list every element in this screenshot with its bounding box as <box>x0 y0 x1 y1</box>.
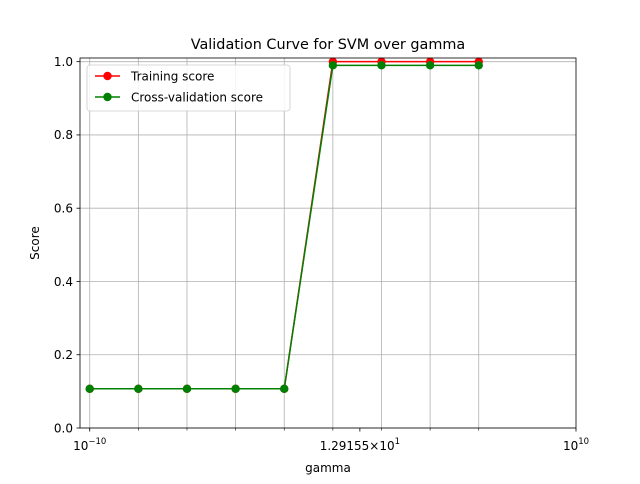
x-tick-label-0: 10−10 <box>73 437 106 453</box>
plot-frame <box>79 57 577 429</box>
series-1-point-4 <box>280 384 289 394</box>
series-1-point-3 <box>231 384 240 394</box>
series-layer <box>85 57 483 394</box>
series-1-point-0 <box>85 384 94 394</box>
legend-marker-training <box>103 71 112 81</box>
x-tick-label-1: 1.29155×101 <box>320 437 400 453</box>
series-1-point-5 <box>328 61 338 70</box>
y-tick-label-0: 0.0 <box>54 421 73 435</box>
y-tick-label-3: 0.6 <box>54 201 73 215</box>
series-1-point-7 <box>425 61 435 70</box>
legend-box <box>86 64 291 112</box>
y-tick-label-1: 0.2 <box>54 348 73 362</box>
y-axis-label: Score <box>28 226 42 260</box>
legend-label-training: Training score <box>130 70 214 84</box>
y-tick-label-4: 0.8 <box>54 128 73 142</box>
legend-label-cv: Cross-validation score <box>131 91 263 105</box>
x-axis-label: gamma <box>305 461 351 475</box>
series-1-point-2 <box>182 384 192 394</box>
y-axis-ticks: 0.0 0.2 0.4 0.6 0.8 1.0 <box>54 55 80 435</box>
x-tick-label-2: 1010 <box>563 437 589 453</box>
x-axis-ticks: 10−10 1.29155×101 1010 <box>73 428 589 453</box>
y-tick-label-5: 1.0 <box>54 55 73 69</box>
legend: Training score Cross-validation score <box>86 64 291 112</box>
series-1-point-6 <box>377 61 386 70</box>
series-1-point-1 <box>134 384 143 394</box>
y-tick-label-2: 0.4 <box>54 275 73 289</box>
chart-title: Validation Curve for SVM over gamma <box>191 37 465 53</box>
legend-marker-cv <box>103 92 112 102</box>
series-1-point-8 <box>474 61 483 70</box>
